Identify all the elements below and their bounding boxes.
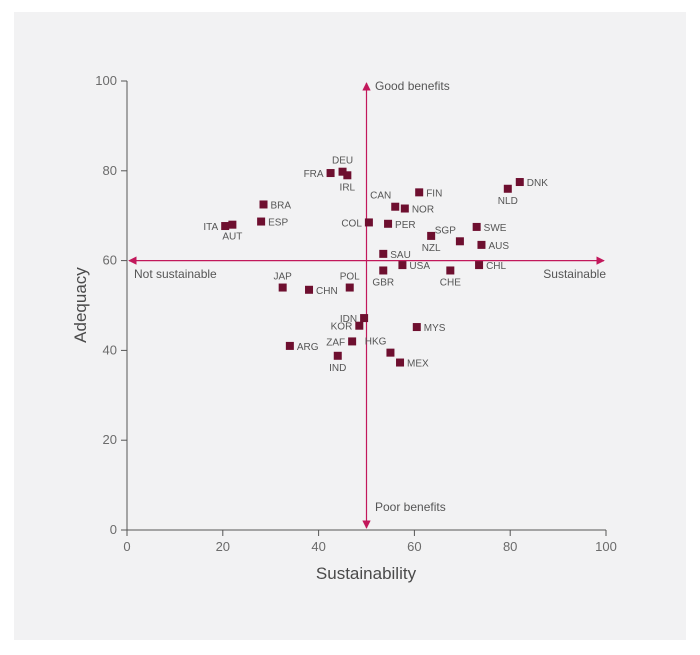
- point-ita: [221, 222, 230, 231]
- point-label-mex: MEX: [407, 359, 429, 370]
- annotation-not-sustainable: Not sustainable: [134, 267, 217, 281]
- point-label-dnk: DNK: [527, 178, 548, 189]
- point-label-nzl: NZL: [422, 243, 441, 254]
- point-arg: [285, 341, 294, 350]
- y-tick-label: 20: [103, 432, 117, 447]
- point-label-irl: IRL: [340, 182, 356, 193]
- point-per: [384, 219, 393, 228]
- point-swe: [472, 222, 481, 231]
- x-tick-label: 20: [216, 539, 230, 554]
- point-label-nor: NOR: [412, 205, 434, 216]
- point-label-fra: FRA: [304, 169, 324, 180]
- point-kor: [355, 321, 364, 330]
- x-ticks: 0 20 40 60 80 100: [123, 530, 617, 554]
- point-pol: [345, 283, 354, 292]
- point-esp: [257, 217, 266, 226]
- point-label-nld: NLD: [498, 196, 518, 207]
- point-hkg: [386, 348, 395, 357]
- y-ticks: 0 20 40 60 80 100: [95, 73, 127, 537]
- point-jap: [278, 283, 287, 292]
- point-label-pol: POL: [340, 272, 360, 283]
- point-nzl: [427, 231, 436, 240]
- point-zaf: [348, 337, 357, 346]
- point-bra: [259, 200, 268, 209]
- point-label-fin: FIN: [426, 188, 442, 199]
- point-label-zaf: ZAF: [326, 337, 345, 348]
- point-label-swe: SWE: [484, 223, 507, 234]
- point-nld: [503, 184, 512, 193]
- point-can: [391, 202, 400, 211]
- point-label-per: PER: [395, 220, 416, 231]
- point-deu: [338, 167, 347, 176]
- point-sgp: [455, 237, 464, 246]
- point-sau: [379, 249, 388, 258]
- point-fra: [326, 169, 335, 178]
- point-label-kor: KOR: [331, 322, 353, 333]
- point-label-esp: ESP: [268, 218, 288, 229]
- point-label-col: COL: [341, 218, 362, 229]
- y-tick-label: 40: [103, 342, 117, 357]
- x-tick-label: 80: [503, 539, 517, 554]
- point-label-che: CHE: [440, 277, 461, 288]
- annotation-sustainable: Sustainable: [543, 267, 606, 281]
- point-nor: [400, 204, 409, 213]
- point-col: [364, 218, 373, 227]
- x-tick-label: 100: [595, 539, 617, 554]
- chart-panel: [14, 12, 686, 640]
- point-label-aut: AUT: [222, 232, 242, 243]
- point-label-chn: CHN: [316, 286, 338, 297]
- point-label-hkg: HKG: [365, 337, 387, 348]
- point-label-aus: AUS: [488, 241, 509, 252]
- annotation-good-benefits: Good benefits: [375, 79, 450, 93]
- point-usa: [398, 261, 407, 270]
- annotation-poor-benefits: Poor benefits: [375, 500, 446, 514]
- x-tick-label: 0: [123, 539, 130, 554]
- point-label-gbr: GBR: [372, 277, 394, 288]
- x-axis-label: Sustainability: [316, 564, 417, 583]
- point-label-ita: ITA: [203, 222, 218, 233]
- point-ind: [333, 351, 342, 360]
- point-mys: [412, 323, 421, 332]
- point-irl: [343, 171, 352, 180]
- point-label-can: CAN: [370, 191, 391, 202]
- point-label-bra: BRA: [271, 200, 292, 211]
- point-fin: [415, 188, 424, 197]
- point-label-jap: JAP: [274, 272, 293, 283]
- point-label-deu: DEU: [332, 156, 353, 167]
- point-label-arg: ARG: [297, 342, 319, 353]
- y-tick-label: 0: [110, 522, 117, 537]
- point-gbr: [379, 266, 388, 275]
- point-label-sgp: SGP: [435, 225, 456, 236]
- point-label-mys: MYS: [424, 323, 446, 334]
- y-tick-label: 80: [103, 163, 117, 178]
- point-idn: [360, 314, 369, 323]
- data-points: DNK NLD FIN CAN NOR FRA DEU IRL BRA ESP ITA AUT COL P…: [203, 156, 548, 374]
- point-chn: [305, 285, 314, 294]
- x-tick-label: 40: [311, 539, 325, 554]
- point-label-idn: IDN: [340, 314, 357, 325]
- x-tick-label: 60: [407, 539, 421, 554]
- point-chl: [475, 261, 484, 270]
- y-tick-label: 60: [103, 253, 117, 268]
- point-label-chl: CHL: [486, 261, 506, 272]
- y-axis-label: Adequacy: [71, 267, 90, 343]
- point-mex: [396, 358, 405, 367]
- point-label-usa: USA: [409, 261, 430, 272]
- y-tick-label: 100: [95, 73, 117, 88]
- point-che: [446, 266, 455, 275]
- point-label-ind: IND: [329, 363, 346, 374]
- point-label-sau: SAU: [390, 250, 411, 261]
- point-aus: [477, 240, 486, 249]
- point-dnk: [515, 178, 524, 187]
- point-aut: [228, 220, 237, 229]
